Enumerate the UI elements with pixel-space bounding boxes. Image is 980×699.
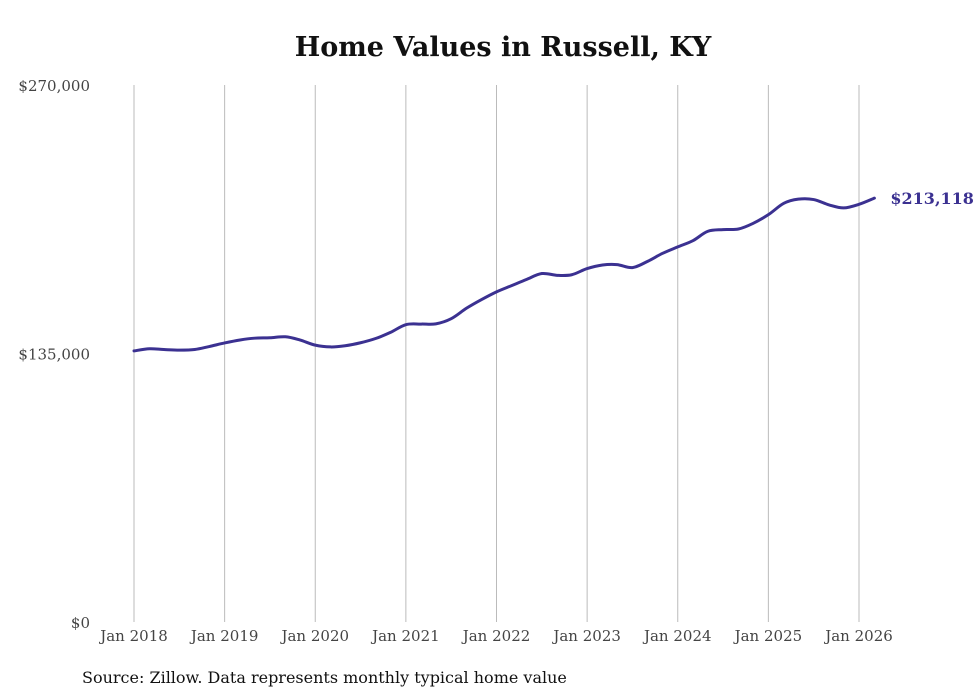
x-tick-label: Jan 2021 [370,627,440,645]
y-tick-label: $270,000 [18,77,90,95]
y-tick-label: $135,000 [18,346,90,364]
x-tick-label: Jan 2018 [98,627,168,645]
chart-title: Home Values in Russell, KY [294,32,712,63]
x-tick-label: Jan 2024 [642,627,712,645]
x-tick-label: Jan 2020 [279,627,349,645]
x-tick-label: Jan 2025 [733,627,803,645]
y-tick-label: $0 [71,614,90,632]
x-tick-label: Jan 2019 [189,627,259,645]
series-line [132,196,876,353]
x-tick-label: Jan 2026 [823,627,893,645]
x-tick-label: Jan 2023 [551,627,621,645]
source-note: Source: Zillow. Data represents monthly … [82,668,567,687]
x-tick-label: Jan 2022 [461,627,531,645]
end-value-label: $213,118 [890,189,974,208]
